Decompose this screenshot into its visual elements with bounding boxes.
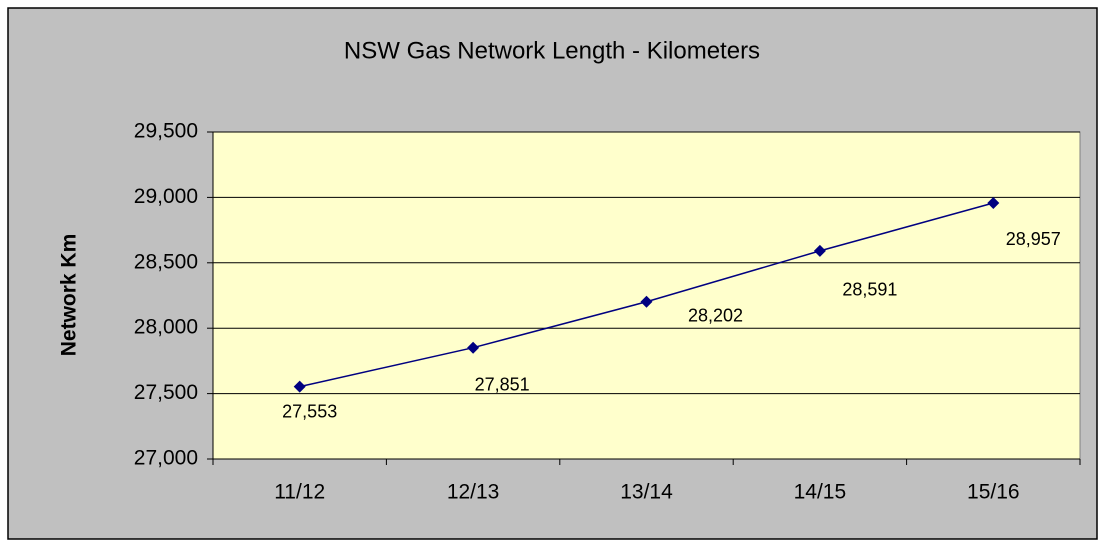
data-point [813, 244, 826, 257]
data-label: 28,957 [1006, 229, 1061, 249]
x-tick-label: 12/13 [447, 481, 500, 504]
data-label: 27,553 [282, 401, 337, 421]
y-axis-label: Network Km [58, 234, 81, 357]
x-tick-label: 15/16 [967, 481, 1020, 504]
y-tick-label: 28,000 [134, 316, 198, 339]
y-tick-label: 27,500 [134, 381, 198, 404]
y-tick-label: 29,000 [134, 185, 198, 208]
data-point [293, 380, 306, 393]
data-label: 28,591 [842, 280, 897, 300]
data-point [640, 295, 653, 308]
y-tick-label: 28,500 [134, 250, 198, 273]
y-tick-label: 29,500 [134, 120, 198, 143]
x-tick-label: 13/14 [620, 481, 673, 504]
data-point [467, 341, 480, 354]
y-tick-label: 27,000 [134, 447, 198, 470]
x-tick-label: 11/12 [274, 481, 325, 504]
chart-title: NSW Gas Network Length - Kilometers [344, 37, 760, 64]
x-tick-label: 14/15 [794, 481, 847, 504]
data-label: 27,851 [475, 374, 530, 394]
data-label: 28,202 [688, 306, 743, 326]
data-point [987, 197, 1000, 210]
plot-area [212, 131, 1081, 460]
